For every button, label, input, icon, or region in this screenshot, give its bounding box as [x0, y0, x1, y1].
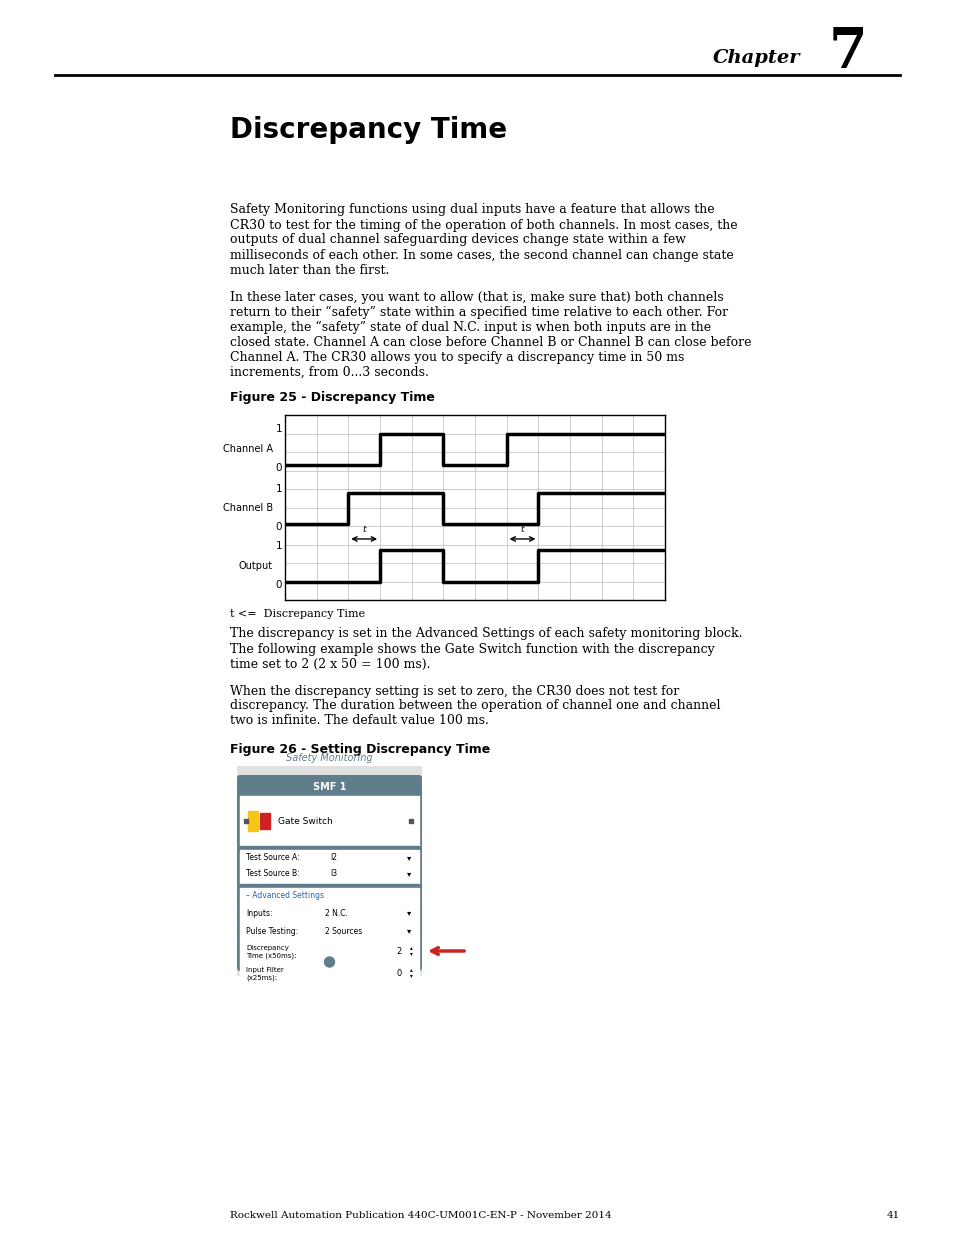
Text: Discrepancy: Discrepancy	[246, 945, 289, 951]
Text: Channel B: Channel B	[223, 504, 273, 514]
Text: much later than the first.: much later than the first.	[230, 263, 389, 277]
Text: 2 N.C.: 2 N.C.	[325, 909, 348, 918]
Text: 41: 41	[886, 1210, 899, 1219]
Bar	[260, 813, 270, 829]
Text: 0: 0	[275, 522, 282, 532]
Bar	[240, 846, 418, 850]
Text: ▴: ▴	[409, 967, 412, 972]
Text: 7: 7	[828, 25, 866, 79]
Text: outputs of dual channel safeguarding devices change state within a few: outputs of dual channel safeguarding dev…	[230, 233, 685, 247]
Text: discrepancy. The duration between the operation of channel one and channel: discrepancy. The duration between the op…	[230, 699, 720, 713]
Text: Safety Monitoring: Safety Monitoring	[286, 753, 373, 763]
Bar	[409, 819, 413, 823]
Text: ▴: ▴	[409, 946, 412, 951]
FancyBboxPatch shape	[236, 776, 421, 971]
Text: 0: 0	[395, 968, 401, 977]
Text: I3: I3	[330, 869, 336, 878]
Text: ▾: ▾	[409, 973, 412, 978]
Circle shape	[324, 957, 335, 967]
Text: ▾: ▾	[409, 951, 412, 956]
Text: example, the “safety” state of dual N.C. input is when both inputs are in the: example, the “safety” state of dual N.C.…	[230, 320, 710, 333]
Bar	[240, 940, 418, 962]
Text: SMF 1: SMF 1	[313, 782, 346, 792]
Text: t: t	[362, 525, 366, 535]
Text: The discrepancy is set in the Advanced Settings of each safety monitoring block.: The discrepancy is set in the Advanced S…	[230, 627, 741, 641]
Bar	[244, 819, 248, 823]
Text: I2: I2	[330, 853, 336, 862]
Bar	[240, 797, 418, 846]
Text: closed state. Channel A can close before Channel B or Channel B can close before: closed state. Channel A can close before…	[230, 336, 751, 348]
Text: (x25ms):: (x25ms):	[246, 974, 276, 982]
Text: t: t	[520, 525, 524, 535]
Bar	[240, 962, 418, 984]
Text: Rockwell Automation Publication 440C-UM001C-EN-P - November 2014: Rockwell Automation Publication 440C-UM0…	[230, 1210, 611, 1219]
Bar	[389, 944, 409, 960]
Text: t <=  Discrepancy Time: t <= Discrepancy Time	[230, 609, 365, 619]
Bar	[240, 884, 418, 888]
Bar	[240, 888, 418, 904]
Text: ▾: ▾	[406, 926, 411, 935]
Text: Pulse Testing:: Pulse Testing:	[246, 926, 298, 935]
Text: When the discrepancy setting is set to zero, the CR30 does not test for: When the discrepancy setting is set to z…	[230, 684, 679, 698]
Text: 2 Sources: 2 Sources	[325, 926, 362, 935]
Text: Test Source A:: Test Source A:	[246, 853, 299, 862]
Text: – Advanced Settings: – Advanced Settings	[246, 892, 324, 900]
Text: increments, from 0...3 seconds.: increments, from 0...3 seconds.	[230, 366, 429, 378]
Text: The following example shows the Gate Switch function with the discrepancy: The following example shows the Gate Swi…	[230, 642, 714, 656]
Text: 1: 1	[275, 484, 282, 494]
Bar	[248, 811, 257, 831]
Text: ▾: ▾	[406, 909, 411, 918]
Text: 1: 1	[275, 425, 282, 435]
Text: Output: Output	[238, 561, 273, 571]
Text: milliseconds of each other. In some cases, the second channel can change state: milliseconds of each other. In some case…	[230, 248, 733, 262]
Text: Inputs:: Inputs:	[246, 909, 273, 918]
Bar	[240, 923, 418, 940]
Text: time set to 2 (2 x 50 = 100 ms).: time set to 2 (2 x 50 = 100 ms).	[230, 657, 430, 671]
Text: ▾: ▾	[406, 853, 411, 862]
Text: 0: 0	[275, 463, 282, 473]
Bar	[240, 850, 418, 884]
Bar	[240, 778, 418, 797]
Text: Input Filter: Input Filter	[246, 967, 283, 973]
Text: Figure 26 - Setting Discrepancy Time: Figure 26 - Setting Discrepancy Time	[230, 743, 490, 757]
Text: 1: 1	[275, 541, 282, 551]
Text: Channel A: Channel A	[223, 445, 273, 454]
Text: ▾: ▾	[406, 869, 411, 878]
Text: Figure 25 - Discrepancy Time: Figure 25 - Discrepancy Time	[230, 390, 435, 404]
Text: Chapter: Chapter	[712, 49, 800, 67]
Text: Channel A. The CR30 allows you to specify a discrepancy time in 50 ms: Channel A. The CR30 allows you to specif…	[230, 351, 683, 363]
Text: CR30 to test for the timing of the operation of both channels. In most cases, th: CR30 to test for the timing of the opera…	[230, 219, 737, 231]
Text: Test Source B:: Test Source B:	[246, 869, 299, 878]
Text: return to their “safety” state within a specified time relative to each other. F: return to their “safety” state within a …	[230, 305, 727, 319]
Text: Gate Switch: Gate Switch	[277, 816, 333, 825]
Bar	[240, 904, 418, 923]
Text: In these later cases, you want to allow (that is, make sure that) both channels: In these later cases, you want to allow …	[230, 290, 723, 304]
Bar	[389, 965, 409, 981]
Text: Safety Monitoring functions using dual inputs have a feature that allows the: Safety Monitoring functions using dual i…	[230, 204, 714, 216]
Text: two is infinite. The default value 100 ms.: two is infinite. The default value 100 m…	[230, 715, 488, 727]
Text: Time (x50ms):: Time (x50ms):	[246, 952, 296, 960]
Text: 0: 0	[275, 579, 282, 589]
Text: Discrepancy Time: Discrepancy Time	[230, 116, 507, 144]
Text: 2: 2	[395, 946, 401, 956]
